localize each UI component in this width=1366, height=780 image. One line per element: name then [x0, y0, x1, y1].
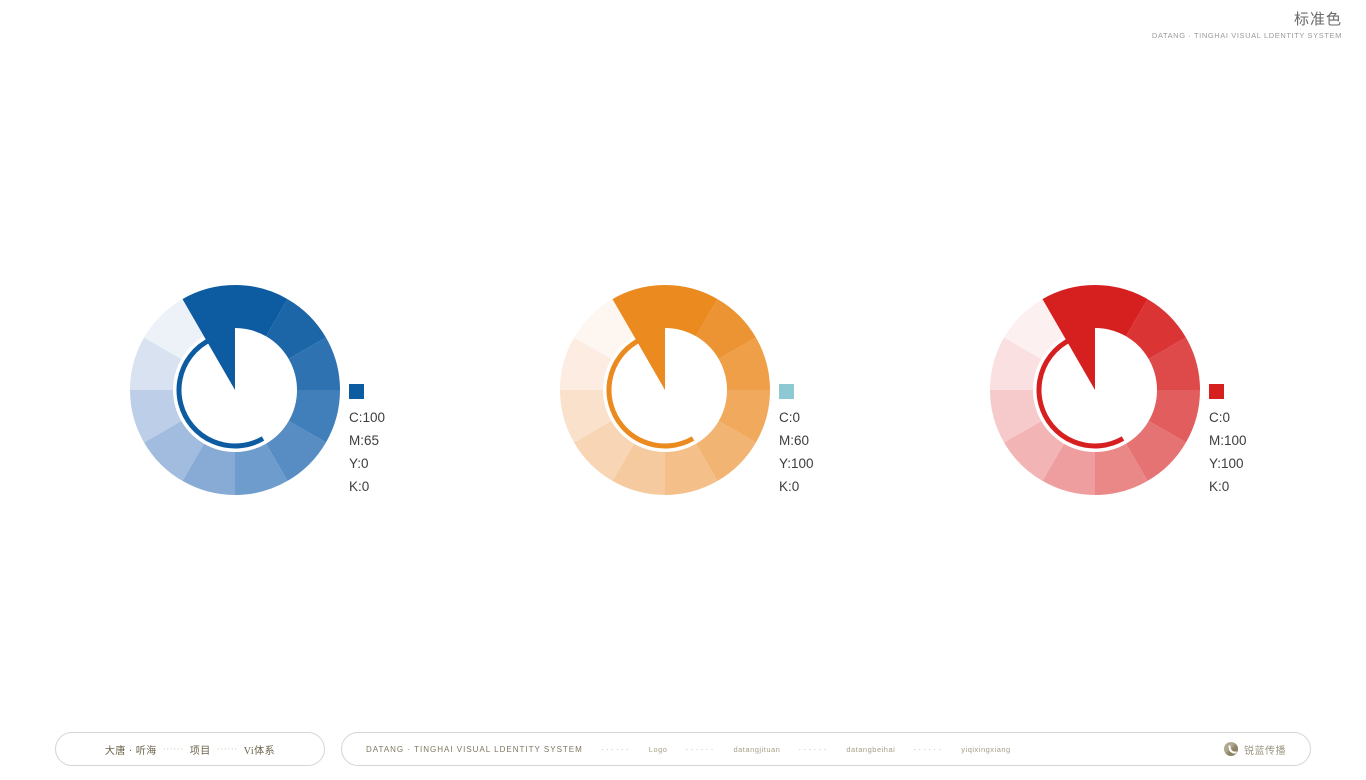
color-swatch: [779, 384, 794, 399]
footer-item: yiqixingxiang: [961, 745, 1010, 754]
agency-logo-icon: [1224, 742, 1238, 756]
cmyk-m: M:100: [1209, 430, 1247, 453]
footer-dots: ······: [798, 744, 828, 754]
footer-agency-brand: 锐蓝传播: [1224, 742, 1286, 757]
cmyk-info: C:0M:60Y:100K:0: [779, 384, 814, 499]
footer-item: datangbeihai: [846, 745, 895, 754]
footer-item: Logo: [649, 745, 668, 754]
footer-sep: ······: [163, 744, 184, 754]
color-wheel-svg: [985, 280, 1205, 500]
color-wheel-svg: [125, 280, 345, 500]
cmyk-m: M:60: [779, 430, 814, 453]
color-wheel-svg: [555, 280, 775, 500]
cmyk-c: C:100: [349, 407, 385, 430]
footer-item-vi: Vi体系: [244, 742, 275, 757]
cmyk-m: M:65: [349, 430, 385, 453]
page: 标准色 DATANG · TINGHAI VISUAL LDENTITY SYS…: [0, 0, 1366, 780]
color-swatch: [349, 384, 364, 399]
color-wheel-row: C:100M:65Y:0K:0C:0M:60Y:100K:0C:0M:100Y:…: [0, 280, 1366, 540]
cmyk-k: K:0: [779, 476, 814, 499]
cmyk-k: K:0: [1209, 476, 1247, 499]
footer-right-content: DATANG · TINGHAI VISUAL LDENTITY SYSTEM …: [366, 744, 1011, 754]
page-title-en: DATANG · TINGHAI VISUAL LDENTITY SYSTEM: [1152, 31, 1342, 40]
footer-dots: ······: [601, 744, 631, 754]
cmyk-y: Y:0: [349, 453, 385, 476]
page-title-cn: 标准色: [1152, 8, 1342, 29]
footer-item: datangjituan: [733, 745, 780, 754]
footer-main-en: DATANG · TINGHAI VISUAL LDENTITY SYSTEM: [366, 745, 583, 754]
footer-brand-cn: 大唐 · 听海: [105, 742, 157, 757]
header: 标准色 DATANG · TINGHAI VISUAL LDENTITY SYS…: [1152, 8, 1342, 40]
footer-dots: ······: [913, 744, 943, 754]
footer-dots: ······: [685, 744, 715, 754]
footer-pill-right: DATANG · TINGHAI VISUAL LDENTITY SYSTEM …: [341, 732, 1311, 766]
footer: 大唐 · 听海 ······ 项目 ······ Vi体系 DATANG · T…: [55, 732, 1311, 766]
color-swatch: [1209, 384, 1224, 399]
cmyk-y: Y:100: [1209, 453, 1247, 476]
cmyk-c: C:0: [1209, 407, 1247, 430]
footer-item-project: 项目: [190, 742, 211, 757]
cmyk-y: Y:100: [779, 453, 814, 476]
footer-pill-left: 大唐 · 听海 ······ 项目 ······ Vi体系: [55, 732, 325, 766]
cmyk-k: K:0: [349, 476, 385, 499]
cmyk-c: C:0: [779, 407, 814, 430]
cmyk-info: C:0M:100Y:100K:0: [1209, 384, 1247, 499]
cmyk-info: C:100M:65Y:0K:0: [349, 384, 385, 499]
agency-name: 锐蓝传播: [1244, 742, 1286, 757]
footer-sep: ······: [217, 744, 238, 754]
